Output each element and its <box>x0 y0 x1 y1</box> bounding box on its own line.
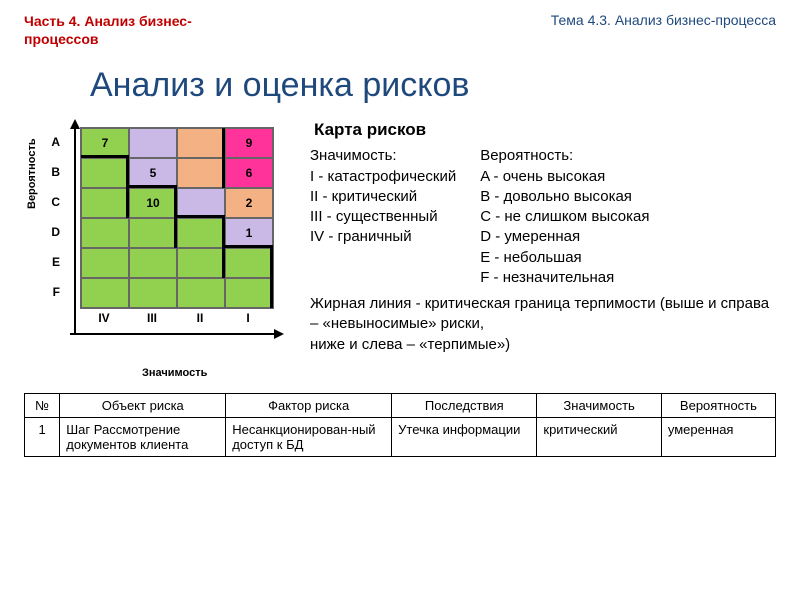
risk-cell <box>81 248 129 278</box>
x-tick: IV <box>80 311 128 325</box>
table-header-cell: Последствия <box>392 394 537 418</box>
risk-cell: 7 <box>81 128 129 158</box>
boundary-note: Жирная линия - критическая граница терпи… <box>310 294 776 355</box>
risk-cell <box>177 248 225 278</box>
legend-column: Карта рисков Значимость: I - катастрофич… <box>310 119 776 354</box>
risk-cell <box>129 278 177 308</box>
probability-item: B - довольно высокая <box>480 187 649 207</box>
header-row: Часть 4. Анализ бизнес-процессов Тема 4.… <box>24 12 776 48</box>
topic-header: Тема 4.3. Анализ бизнес-процесса <box>551 12 776 28</box>
risk-cell <box>225 278 273 308</box>
risk-cell: 5 <box>129 158 177 188</box>
table-cell: критический <box>537 418 661 457</box>
x-axis-ticks: IVIIIIII <box>80 311 272 325</box>
table-header-cell: Объект риска <box>60 394 226 418</box>
risk-cell <box>177 158 225 188</box>
x-tick: II <box>176 311 224 325</box>
table-cell: Несанкционирован-ный доступ к БД <box>226 418 392 457</box>
table-header-cell: Вероятность <box>661 394 775 418</box>
risk-cell <box>177 188 225 218</box>
risk-grid: 7 9 5 6 10 21 <box>80 127 274 309</box>
y-tick: A <box>46 127 60 157</box>
probability-item: E - небольшая <box>480 248 649 268</box>
probability-item: C - не слишком высокая <box>480 207 649 227</box>
probability-item: D - умеренная <box>480 227 649 247</box>
table-header-cell: Фактор риска <box>226 394 392 418</box>
risk-cell: 6 <box>225 158 273 188</box>
risk-cell <box>129 248 177 278</box>
probability-item: F - незначительная <box>480 268 649 288</box>
risk-cell <box>81 158 129 188</box>
y-axis-label: Вероятность <box>26 139 38 210</box>
significance-item: I - катастрофический <box>310 167 456 187</box>
x-tick: III <box>128 311 176 325</box>
y-axis-ticks: ABCDEF <box>46 127 60 307</box>
risk-cell <box>81 188 129 218</box>
table-cell: 1 <box>25 418 60 457</box>
page-title: Анализ и оценка рисков <box>90 66 776 105</box>
risk-cell: 10 <box>129 188 177 218</box>
y-tick: C <box>46 187 60 217</box>
risk-cell: 9 <box>225 128 273 158</box>
table-cell: Утечка информации <box>392 418 537 457</box>
significance-legend: Значимость: I - катастрофическийII - кри… <box>310 146 456 288</box>
probability-legend: Вероятность: A - очень высокаяB - доволь… <box>480 146 649 288</box>
risk-cell <box>177 218 225 248</box>
significance-item: III - существенный <box>310 207 456 227</box>
part-header: Часть 4. Анализ бизнес-процессов <box>24 12 224 48</box>
table-row: 1Шаг Рассмотрение документов клиентаНеса… <box>25 418 776 457</box>
y-tick: E <box>46 247 60 277</box>
y-tick: F <box>46 277 60 307</box>
y-axis-arrow <box>70 119 80 333</box>
risk-cell <box>129 128 177 158</box>
y-tick: B <box>46 157 60 187</box>
table-header-cell: № <box>25 394 60 418</box>
risk-cell <box>81 278 129 308</box>
x-tick: I <box>224 311 272 325</box>
risk-cell: 1 <box>225 218 273 248</box>
table-cell: Шаг Рассмотрение документов клиента <box>60 418 226 457</box>
risk-cell <box>177 278 225 308</box>
x-axis-arrow <box>70 329 284 339</box>
significance-item: II - критический <box>310 187 456 207</box>
map-title: Карта рисков <box>314 119 776 142</box>
risk-cell <box>177 128 225 158</box>
y-tick: D <box>46 217 60 247</box>
probability-item: A - очень высокая <box>480 167 649 187</box>
risk-cell <box>129 218 177 248</box>
risk-table: №Объект рискаФактор рискаПоследствияЗнач… <box>24 393 776 457</box>
risk-cell <box>81 218 129 248</box>
x-axis-label: Значимость <box>142 367 207 379</box>
table-cell: умеренная <box>661 418 775 457</box>
significance-item: IV - граничный <box>310 227 456 247</box>
content-row: Вероятность ABCDEF 79561021 IVIIIIII Зна… <box>24 119 776 379</box>
table-header-cell: Значимость <box>537 394 661 418</box>
risk-cell: 2 <box>225 188 273 218</box>
risk-cell <box>225 248 273 278</box>
risk-map: Вероятность ABCDEF 79561021 IVIIIIII Зна… <box>24 119 296 379</box>
